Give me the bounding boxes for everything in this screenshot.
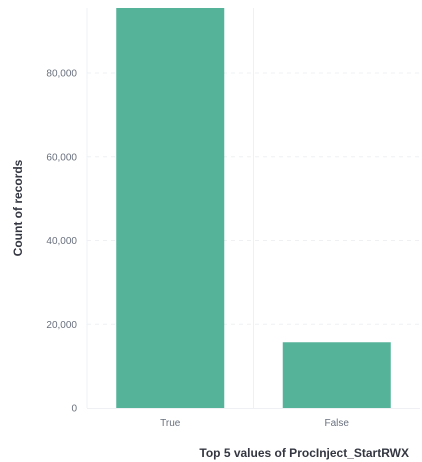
bar[interactable] [116, 8, 225, 408]
y-tick-label: 0 [71, 404, 77, 415]
y-tick-label: 80,000 [46, 69, 77, 80]
y-tick-label: 40,000 [46, 236, 77, 247]
gridlines [86, 8, 420, 408]
x-axis-title: Top 5 values of ProcInject_StartRWX [199, 446, 409, 460]
y-axis-title: Count of records [11, 159, 25, 256]
x-tick-label: True [160, 418, 181, 429]
y-tick-label: 20,000 [46, 320, 77, 331]
x-tick-label: False [325, 418, 350, 429]
axes: 0 20,000 40,000 60,000 80,000 True False [46, 69, 420, 429]
bar[interactable] [282, 342, 391, 408]
y-tick-label: 60,000 [46, 152, 77, 163]
bars [116, 8, 391, 408]
